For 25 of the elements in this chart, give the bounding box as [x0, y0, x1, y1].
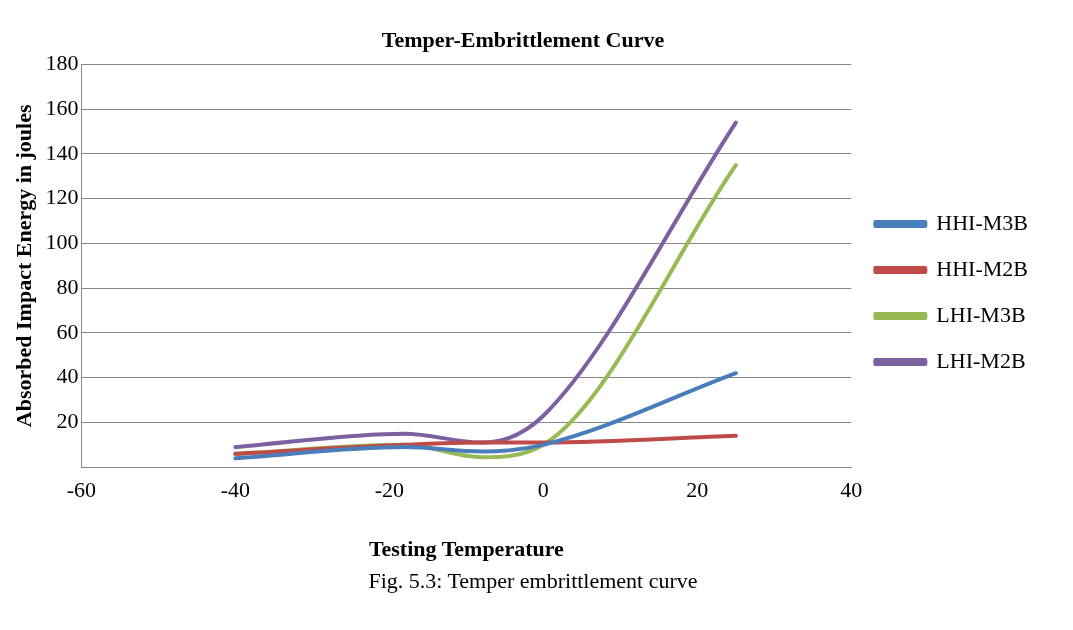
y-tick-label: 160 [45, 94, 79, 120]
y-axis-title: Absorbed Impact Energy in joules [10, 104, 36, 428]
x-tick-label: 20 [686, 477, 709, 503]
y-tick-label: 180 [45, 50, 79, 76]
x-tick-label: -40 [220, 477, 251, 503]
legend-label: LHI-M3B [936, 301, 1026, 327]
y-tick-label: 140 [45, 139, 79, 165]
caption: Fig. 5.3: Temper embrittlement curve [367, 568, 699, 594]
chart-title: Temper-Embrittlement Curve [381, 26, 665, 52]
legend-label: HHI-M3B [936, 209, 1029, 235]
x-tick-label: -60 [66, 477, 97, 503]
x-tick-label: 0 [537, 477, 549, 503]
y-tick-label: 80 [56, 273, 79, 299]
y-tick-label: 120 [45, 184, 79, 210]
line-series [233, 120, 738, 450]
x-tick-label: 40 [840, 477, 863, 503]
y-tick-label: 40 [56, 363, 79, 389]
line-series [233, 371, 738, 461]
legend-label: LHI-M2B [936, 347, 1026, 373]
y-tick-label: 20 [56, 408, 79, 434]
x-tick-label: -20 [374, 477, 405, 503]
y-tick-label: 60 [56, 318, 79, 344]
y-tick-label: 100 [45, 229, 79, 255]
x-axis-title: Testing Temperature [368, 536, 565, 562]
legend-label: HHI-M2B [936, 255, 1029, 281]
